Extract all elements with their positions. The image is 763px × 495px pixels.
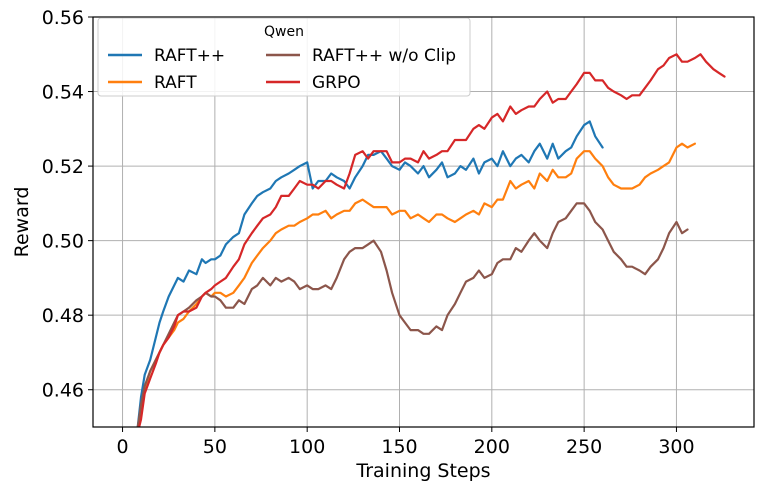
y-tick-label: 0.54 (42, 82, 84, 104)
legend-label: RAFT (154, 73, 197, 93)
x-axis-label: Training Steps (355, 460, 490, 482)
series-line-raft-w-o-clip (136, 202, 689, 427)
x-tick-label: 100 (289, 436, 325, 458)
x-tick-label: 50 (203, 436, 227, 458)
legend-title: Qwen (264, 24, 304, 40)
y-tick-label: 0.56 (42, 7, 84, 29)
axis-ticks: 0 50 100 150 200 250 300 0.46 0.48 0.50 0.52 0.54 0.… (42, 7, 695, 458)
legend-label: RAFT++ w/o Clip (312, 46, 456, 66)
x-tick-label: 250 (566, 436, 602, 458)
x-tick-label: 300 (658, 436, 694, 458)
y-tick-label: 0.52 (42, 156, 84, 178)
legend-label: GRPO (312, 73, 361, 93)
series-line-raft (136, 142, 697, 427)
y-axis-label: Reward (11, 187, 33, 258)
series-line-raft (136, 120, 604, 427)
plot-area-frame (92, 16, 755, 428)
x-tick-label: 150 (381, 436, 417, 458)
legend: Qwen RAFT++ RAFT RAFT++ w/o Clip GRPO (97, 17, 471, 97)
series-lines (136, 53, 726, 427)
x-tick-label: 200 (474, 436, 510, 458)
y-tick-label: 0.46 (42, 380, 84, 402)
y-tick-label: 0.48 (42, 305, 84, 327)
x-tick-label: 0 (116, 436, 128, 458)
y-tick-label: 0.50 (42, 231, 84, 253)
legend-frame (97, 17, 471, 97)
legend-label: RAFT++ (154, 46, 225, 66)
series-line-grpo (138, 53, 726, 427)
